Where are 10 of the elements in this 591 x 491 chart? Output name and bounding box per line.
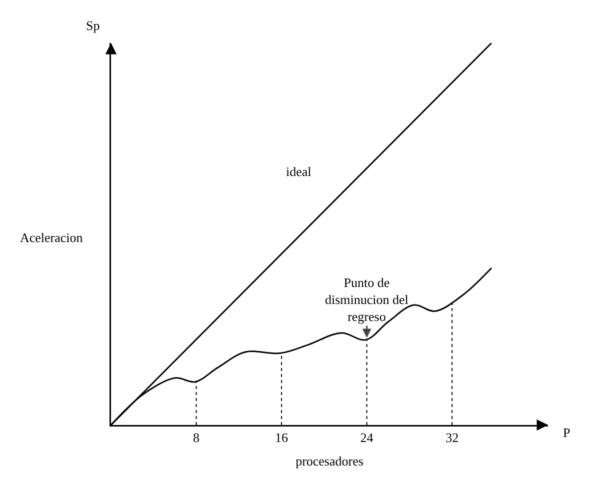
text: Sp [86,18,100,33]
x-tick-label: 8 [193,430,200,446]
y-axis-title: Aceleracion [20,230,84,245]
x-axis-title: procesadores [296,453,364,468]
x-tick-label: 16 [275,430,289,446]
text: P [563,425,570,440]
x-tick-label: 24 [360,430,374,446]
annotation: Punto de disminucion del regreso [325,275,409,324]
text: ideal [286,164,312,179]
x-tick-label: 32 [446,430,459,446]
